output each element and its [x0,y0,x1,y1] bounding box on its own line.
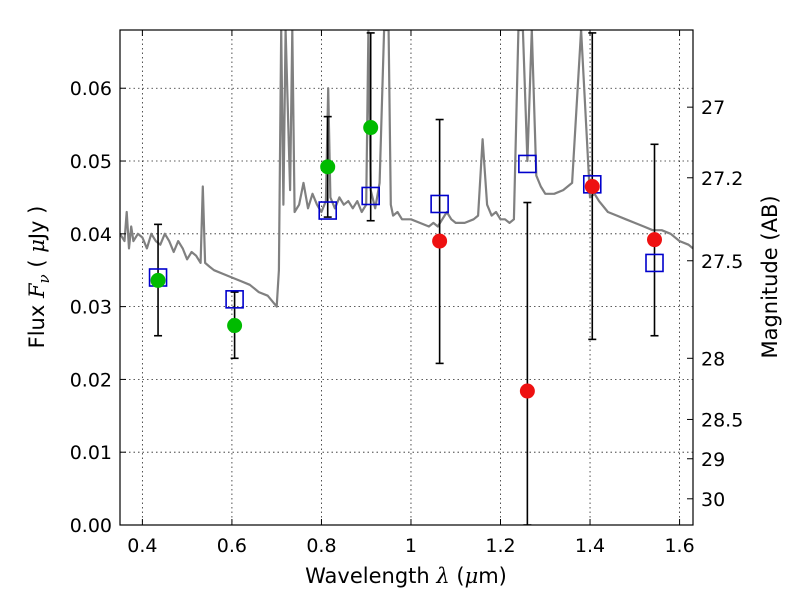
x-tick-label: 0.4 [127,535,157,557]
x-tick-label: 1.6 [664,535,694,557]
y2-tick-label: 30 [701,489,725,511]
y2-axis: 27 27.2 27.5 28 28.5 29 30 [687,97,743,511]
model-square-marker [225,290,244,309]
model-square-marker [518,154,537,174]
green-data-point [363,120,379,136]
x-tick-label: 0.8 [306,535,336,557]
y-tick-label: 0.03 [70,297,112,319]
red-data-point [432,233,448,249]
y-tick-label: 0.01 [70,442,112,464]
red-data-point [584,179,600,195]
x-tick-label: 1 [405,535,417,557]
x-tick-label: 1.4 [575,535,605,557]
plot-area [120,30,693,525]
y-tick-label: 0.02 [70,369,112,391]
y-tick-label: 0.04 [70,224,112,246]
y-tick-label: 0.06 [70,78,112,100]
red-data-point [647,232,663,248]
y2-tick-label: 29 [701,449,725,471]
y2-tick-label: 27 [701,97,725,119]
x-tick-label: 0.6 [217,535,247,557]
y-tick-label: 0.05 [70,151,112,173]
y2-tick-label: 27.5 [701,251,743,273]
y2-tick-label: 27.2 [701,168,743,190]
green-data-point [150,272,166,288]
plot-frame [119,29,694,526]
model-square-marker [361,186,380,206]
y-axis: 0.00 0.01 0.02 0.03 0.04 0.05 0.06 [70,78,126,537]
y2-tick-label: 28 [701,348,725,370]
x-axis: 0.4 0.6 0.8 1 1.2 1.4 1.6 [127,30,695,557]
x-tick-label: 1.2 [485,535,515,557]
y2-tick-label: 28.5 [701,409,743,431]
plot-background [120,30,693,525]
model-square-marker [645,253,664,273]
model-square-marker [430,194,449,214]
y-axis-label: Flux Fν ( μJy ) [25,206,53,349]
red-data-point [519,383,535,399]
x-axis-label: Wavelength λ (μm) [305,564,507,588]
green-data-point [227,318,243,334]
green-data-point [320,159,336,175]
model-square-marker [318,201,338,220]
y-tick-label: 0.00 [70,515,112,537]
y2-axis-label: Magnitude (AB) [758,195,782,358]
